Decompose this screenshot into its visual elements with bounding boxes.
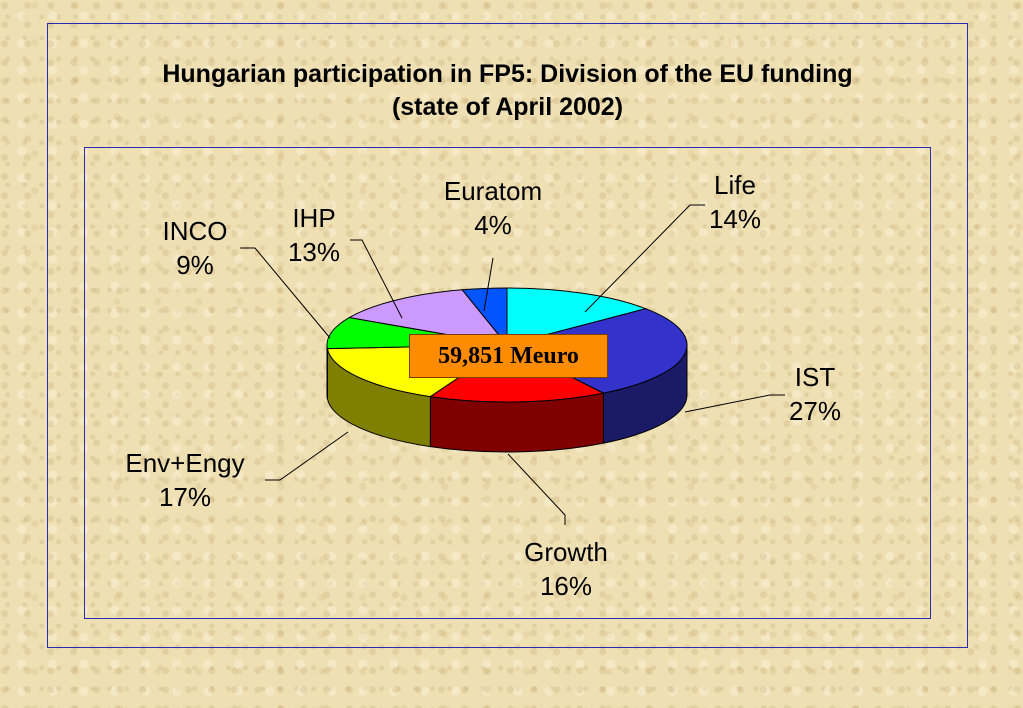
slice-label-ist: IST 27% (789, 360, 841, 428)
slice-name-inco: INCO (162, 216, 228, 246)
slice-percent-inco: 9% (176, 250, 214, 280)
title-line-2: (state of April 2002) (391, 93, 624, 121)
slice-name-env-engy: Env+Engy (125, 448, 245, 478)
leader-line-euratom (483, 257, 494, 312)
leader-line-inco (240, 247, 331, 339)
slice-percent-life: 14% (708, 204, 762, 234)
slice-label-euratom: Euratom 4% (444, 174, 542, 242)
slice-name-ihp: IHP (292, 203, 336, 233)
chart-area-frame (84, 147, 931, 619)
slice-label-inco: INCO 9% (163, 214, 228, 282)
title-line-1: Hungarian participation in FP5: Division… (162, 60, 853, 88)
leader-line-life (584, 204, 705, 313)
slice-name-ist: IST (794, 362, 836, 392)
slice-name-life: Life (714, 170, 756, 200)
outer-frame (47, 23, 968, 648)
pie-slice-ihp (347, 289, 509, 346)
total-funding-box: 59,851 Meuro (409, 334, 608, 378)
slice-percent-ihp: 13% (287, 237, 341, 267)
slice-percent-euratom: 4% (474, 210, 512, 240)
chart-title: Hungarian participation in FP5: Division… (47, 58, 968, 124)
slice-label-env-engy: Env+Engy 17% (125, 446, 244, 514)
slice-percent-ist: 27% (788, 396, 842, 426)
slice-label-ihp: IHP 13% (288, 201, 340, 269)
slice-name-growth: Growth (524, 537, 608, 567)
slice-label-growth: Growth 16% (524, 535, 608, 603)
leader-line-ist (684, 394, 785, 413)
pie-slice-euratom (461, 287, 508, 347)
leader-line-ihp (350, 239, 403, 319)
slice-percent-growth: 16% (539, 571, 593, 601)
slice-label-life: Life 14% (709, 168, 761, 236)
leader-line-env-engy (265, 431, 349, 481)
slice-percent-env-engy: 17% (158, 482, 212, 512)
slice-name-euratom: Euratom (443, 176, 543, 206)
leader-line-growth (507, 453, 566, 525)
pie-slice-life (506, 287, 648, 346)
